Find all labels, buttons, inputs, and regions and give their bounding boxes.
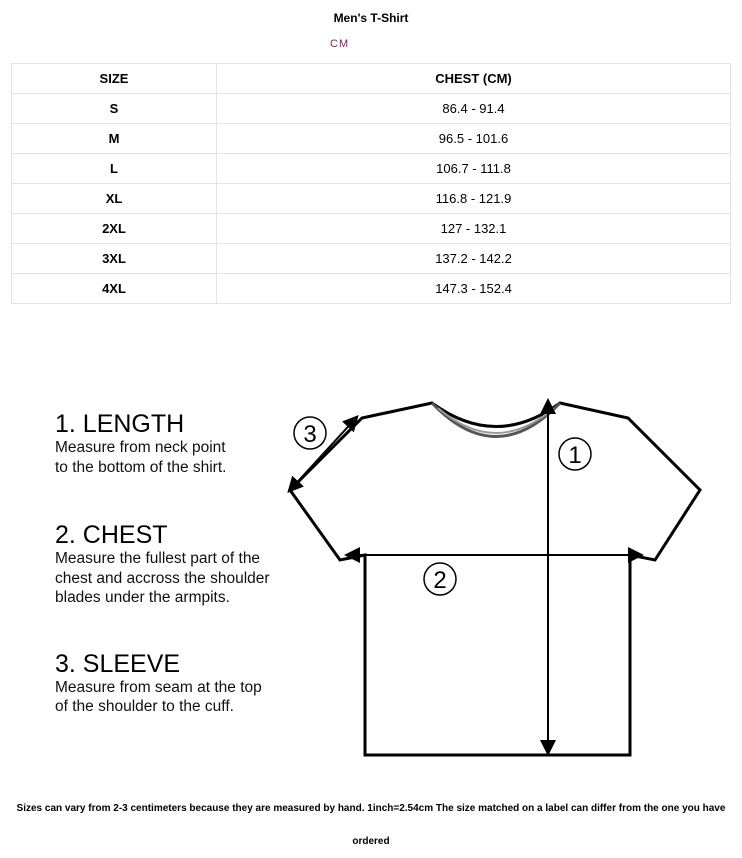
chest-cell: 147.3 - 152.4 — [216, 273, 731, 304]
guide-length: 1. LENGTH Measure from neck point to the… — [55, 410, 270, 477]
size-note: Sizes can vary from 2-3 centimeters beca… — [16, 803, 726, 847]
guide-heading: 1. LENGTH — [55, 410, 185, 438]
chest-cell: 106.7 - 111.8 — [216, 153, 731, 184]
page-title: Men's T-Shirt — [333, 11, 409, 25]
guide-text: to the bottom of the shirt. — [55, 458, 227, 476]
guide-text: chest and accross the shoulder — [55, 569, 270, 587]
chest-cell: 86.4 - 91.4 — [216, 93, 731, 124]
marker-1: 1 — [558, 437, 592, 471]
guide-text: blades under the armpits. — [55, 589, 230, 606]
tshirt-outline — [288, 401, 702, 757]
table-row: M 96.5 - 101.6 — [11, 123, 731, 154]
svg-text:2: 2 — [433, 567, 446, 594]
guide-chest: 2. CHEST Measure the fullest part of the… — [55, 521, 270, 608]
svg-text:1: 1 — [568, 442, 581, 469]
table-row: XL 116.8 - 121.9 — [11, 183, 731, 214]
guide-heading: 3. SLEEVE — [55, 649, 181, 678]
svg-text:3: 3 — [303, 421, 316, 448]
table-row: L 106.7 - 111.8 — [11, 153, 731, 184]
table-row: S 86.4 - 91.4 — [11, 93, 731, 124]
measure-guide: 1. LENGTH Measure from neck point to the… — [55, 400, 270, 717]
size-cell: 4XL — [11, 273, 217, 304]
tshirt-diagram: 1 2 3 — [287, 398, 702, 757]
size-cell: M — [11, 123, 217, 154]
table-row: 4XL 147.3 - 152.4 — [11, 273, 731, 304]
unit-label: CM — [330, 38, 350, 50]
marker-2: 2 — [423, 562, 457, 596]
guide-heading: 2. CHEST — [55, 521, 168, 549]
size-cell: L — [11, 153, 217, 184]
guide-text: Measure from neck point — [55, 439, 226, 456]
guide-text: of the shoulder to the cuff. — [55, 698, 234, 715]
marker-3: 3 — [293, 416, 327, 450]
size-table: SIZE CHEST (CM) S 86.4 - 91.4 M 96.5 - 101… — [11, 63, 731, 304]
chest-cell: 137.2 - 142.2 — [216, 243, 731, 274]
table-row: 3XL 137.2 - 142.2 — [11, 243, 731, 274]
guide-text: Measure from seam at the top — [55, 678, 262, 696]
chest-cell: 96.5 - 101.6 — [216, 123, 731, 154]
guide-text: Measure the fullest part of the — [55, 550, 261, 567]
guide-sleeve: 3. SLEEVE Measure from seam at the top o… — [55, 650, 270, 717]
